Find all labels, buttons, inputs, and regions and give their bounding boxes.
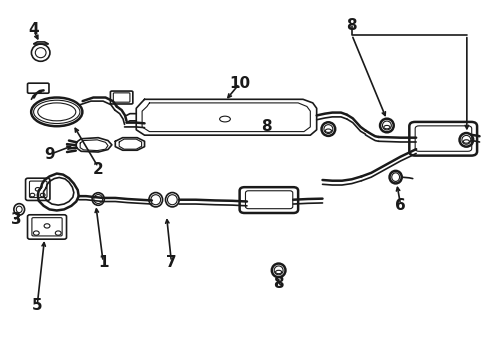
Text: 10: 10 <box>228 76 250 91</box>
Text: 4: 4 <box>28 22 39 37</box>
Text: 9: 9 <box>44 147 55 162</box>
Text: 8: 8 <box>273 276 284 292</box>
Text: 5: 5 <box>32 298 42 313</box>
Text: 2: 2 <box>93 162 103 177</box>
Text: 1: 1 <box>98 255 108 270</box>
Text: 6: 6 <box>394 198 405 213</box>
Text: 3: 3 <box>11 212 21 227</box>
Text: 8: 8 <box>261 119 271 134</box>
Text: 8: 8 <box>346 18 356 33</box>
Text: 7: 7 <box>166 255 176 270</box>
